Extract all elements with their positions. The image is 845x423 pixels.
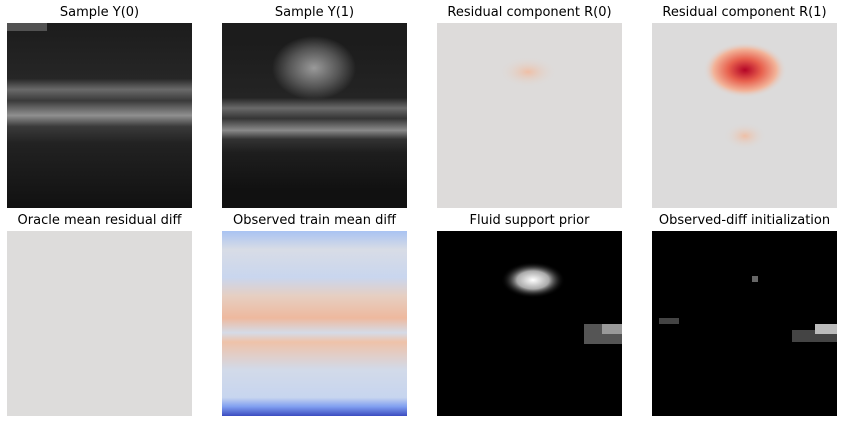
image-oracle: [7, 231, 192, 416]
panel-title: Observed-diff initialization: [659, 213, 830, 228]
panel-title: Residual component R(1): [662, 5, 826, 20]
image-r0: [437, 23, 622, 208]
panel-title: Sample Y(0): [60, 5, 139, 20]
panel-title: Oracle mean residual diff: [18, 213, 183, 228]
panel-title: Observed train mean diff: [233, 213, 397, 228]
panel-title: Fluid support prior: [470, 213, 591, 228]
image-prior: [437, 231, 622, 416]
image-r1: [652, 23, 837, 208]
panel-title: Residual component R(0): [447, 5, 611, 20]
image-init: [652, 231, 837, 416]
panel-title: Sample Y(1): [275, 5, 354, 20]
image-y1: [222, 23, 407, 208]
image-observed: [222, 231, 407, 416]
image-y0: [7, 23, 192, 208]
